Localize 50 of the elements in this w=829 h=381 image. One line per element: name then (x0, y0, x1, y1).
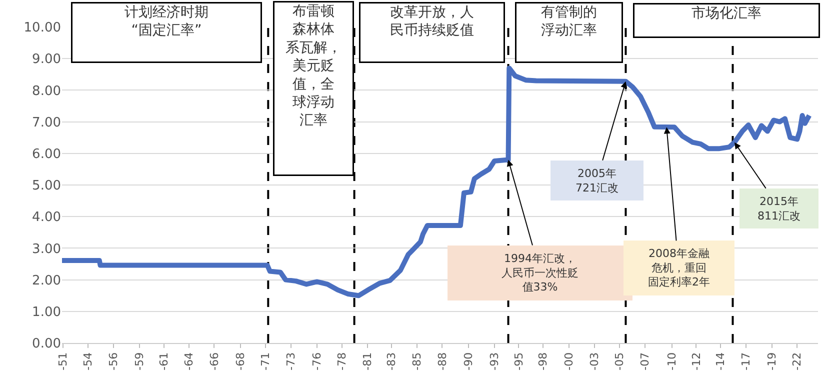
annotation: 2015年811汇改 (758, 195, 800, 222)
x-tick-label: -00 (562, 352, 576, 370)
y-tick-label: 6.00 (32, 146, 61, 162)
x-tick-label: -90 (462, 352, 475, 370)
x-tick-label: -10 (665, 352, 678, 370)
x-tick-label: -59 (133, 352, 146, 370)
x-tick-label: -05 (613, 352, 626, 370)
x-tick-label: -56 (106, 352, 120, 370)
y-tick-label: 1.00 (32, 304, 61, 320)
x-tick-label: -85 (410, 352, 424, 370)
x-tick-label: -17 (739, 352, 752, 370)
y-tick-label: 0.00 (32, 336, 61, 352)
x-tick-label: -12 (690, 352, 703, 370)
y-tick-label: 4.00 (32, 210, 61, 226)
annotation: 2005年721汇改 (576, 167, 618, 194)
annotation: 1994年汇改，人民币一次性贬值33% (502, 252, 578, 294)
x-tick-label: -76 (310, 352, 324, 370)
x-tick-label: -68 (234, 352, 247, 370)
annotation: 有管制的浮动汇率 (541, 4, 597, 39)
x-tick-label: -51 (56, 352, 70, 370)
y-tick-label: 8.00 (32, 84, 61, 99)
x-tick-label: -61 (157, 352, 170, 370)
y-tick-label: 9.00 (32, 52, 61, 68)
y-tick-label: 5.00 (32, 178, 61, 194)
annotation: 2008年金融危机，重回固定利率2年 (648, 247, 710, 289)
x-tick-label: -07 (638, 352, 652, 370)
x-tick-label: -54 (82, 352, 95, 370)
annotation: 计划经济时期“固定汇率” (124, 4, 208, 39)
y-tick-label: 10.00 (24, 20, 61, 36)
x-tick-label: -73 (284, 352, 298, 370)
y-tick-label: 7.00 (32, 115, 61, 130)
annotation: 布雷顿森林体系瓦解，美元贬值，全球浮动汇率 (286, 4, 342, 129)
x-tick-label: -83 (385, 352, 398, 370)
x-tick-label: -03 (588, 352, 601, 370)
x-tick-label: -64 (182, 352, 196, 370)
x-tick-label: -78 (336, 352, 349, 370)
annotation: 改革开放，人民币持续贬值 (390, 4, 474, 39)
x-tick-label: -98 (536, 352, 550, 370)
x-tick-label: -88 (436, 352, 449, 370)
x-tick-label: -22 (790, 352, 804, 370)
x-tick-label: -93 (488, 352, 501, 370)
x-tick-label: -66 (208, 352, 221, 370)
y-tick-label: 3.00 (32, 242, 61, 257)
x-tick-label: -95 (512, 352, 526, 370)
x-tick-label: -71 (259, 352, 272, 370)
y-tick-label: 2.00 (32, 273, 61, 288)
x-tick-label: -19 (765, 352, 778, 370)
x-tick-label: -81 (360, 352, 374, 370)
x-tick-label: -14 (714, 352, 728, 370)
text: 市场化汇率 (692, 6, 762, 22)
